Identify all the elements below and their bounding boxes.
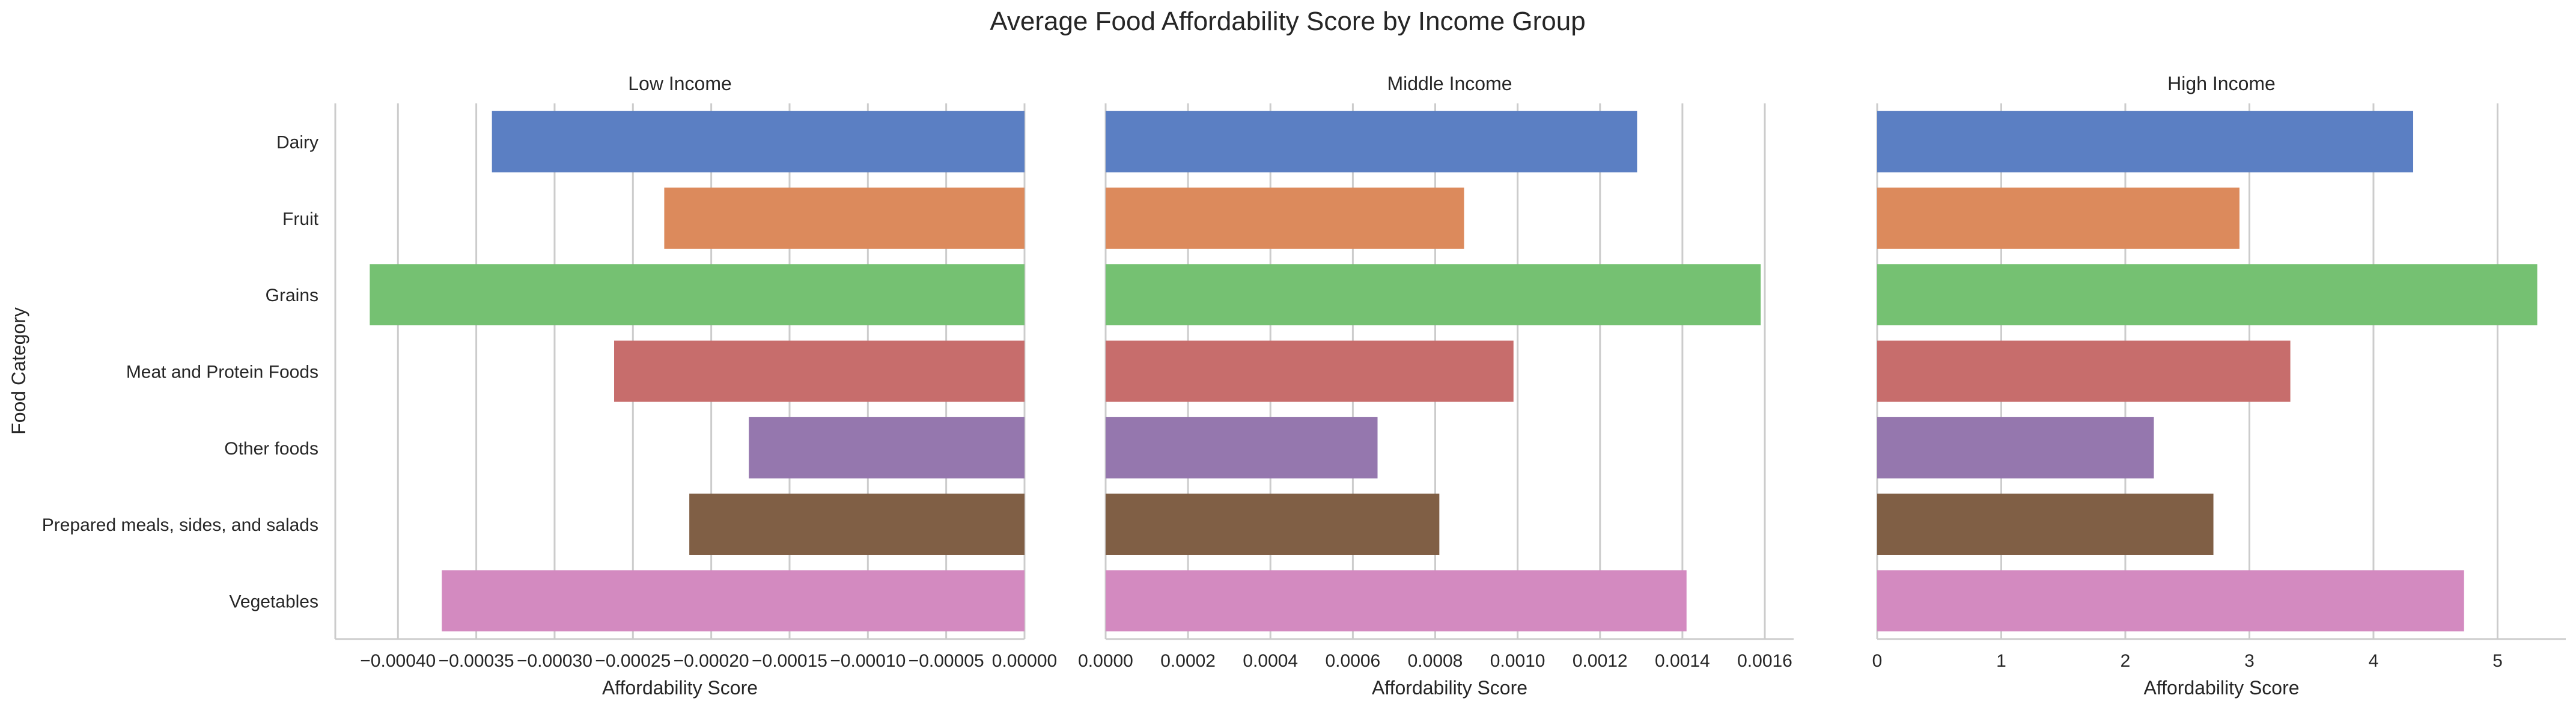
x-tick-label-middle-income-2: 0.0004 (1243, 651, 1298, 671)
x-tick-label-middle-income-8: 0.0016 (1737, 651, 1792, 671)
bar-middle-income-grains (1106, 264, 1761, 326)
bar-high-income-grains (1877, 264, 2538, 326)
bar-high-income-dairy (1877, 111, 2414, 173)
x-axis-label-middle-income: Affordability Score (1372, 677, 1527, 699)
y-tick-label-vegetables: Vegetables (230, 592, 318, 611)
bar-low-income-vegetables (442, 570, 1025, 632)
bar-middle-income-prepared-meals-sides-and-salads (1106, 494, 1440, 555)
x-tick-label-low-income-4: −0.00020 (674, 651, 749, 671)
bar-high-income-fruit (1877, 188, 2240, 249)
x-tick-label-middle-income-5: 0.0010 (1490, 651, 1545, 671)
x-tick-label-high-income-3: 3 (2244, 651, 2255, 671)
x-tick-label-low-income-0: −0.00040 (360, 651, 436, 671)
panel-middle-income: 0.0000 0.0002 0.0004 0.0006 0.0008 0.0010 0.00… (1078, 73, 1794, 699)
y-tick-label-prepared-meals-sides-and-salads: Prepared meals, sides, and salads (42, 515, 318, 535)
bar-middle-income-other-foods (1106, 417, 1378, 479)
x-tick-label-high-income-2: 2 (2121, 651, 2131, 671)
x-tick-label-high-income-0: 0 (1872, 651, 1883, 671)
x-tick-label-low-income-7: −0.00005 (909, 651, 984, 671)
chart-title: Average Food Affordability Score by Inco… (990, 7, 1585, 36)
bar-high-income-meat-and-protein-foods (1877, 340, 2291, 402)
x-tick-label-low-income-1: −0.00035 (439, 651, 514, 671)
y-tick-label-meat-and-protein-foods: Meat and Protein Foods (126, 363, 318, 382)
x-tick-label-middle-income-6: 0.0012 (1573, 651, 1628, 671)
panel-low-income: −0.00040 −0.00035 −0.00030 −0.00025 −0.00020… (334, 73, 1057, 699)
x-tick-label-middle-income-7: 0.0014 (1655, 651, 1710, 671)
bar-high-income-vegetables (1877, 570, 2464, 632)
bar-low-income-dairy (492, 111, 1025, 173)
y-tick-label-other-foods: Other foods (224, 439, 318, 459)
x-tick-label-middle-income-4: 0.0008 (1408, 651, 1463, 671)
panel-high-income: 0 1 2 3 4 5 High Income Affordability Score (1872, 73, 2566, 699)
x-tick-label-low-income-5: −0.00015 (752, 651, 827, 671)
x-tick-label-middle-income-1: 0.0002 (1160, 651, 1216, 671)
x-tick-label-low-income-6: −0.00010 (830, 651, 906, 671)
x-tick-label-low-income-8: 0.00000 (992, 651, 1057, 671)
bar-middle-income-meat-and-protein-foods (1106, 340, 1514, 402)
panel-title-high-income: High Income (2167, 73, 2276, 94)
x-tick-label-high-income-5: 5 (2492, 651, 2503, 671)
panels-layer: −0.00040 −0.00035 −0.00030 −0.00025 −0.00020… (42, 73, 2566, 699)
y-tick-label-grains: Grains (266, 286, 318, 305)
y-tick-label-fruit: Fruit (282, 209, 319, 229)
panel-title-middle-income: Middle Income (1387, 73, 1512, 94)
bar-low-income-grains (370, 264, 1025, 326)
x-tick-label-middle-income-0: 0.0000 (1078, 651, 1133, 671)
x-axis-label-high-income: Affordability Score (2143, 677, 2299, 699)
bar-low-income-prepared-meals-sides-and-salads (689, 494, 1025, 555)
bar-middle-income-vegetables (1106, 570, 1687, 632)
x-tick-label-low-income-2: −0.00030 (517, 651, 592, 671)
x-axis-label-low-income: Affordability Score (602, 677, 758, 699)
bar-low-income-meat-and-protein-foods (614, 340, 1025, 402)
x-tick-label-high-income-4: 4 (2369, 651, 2379, 671)
panel-title-low-income: Low Income (628, 73, 732, 94)
bar-low-income-fruit (664, 188, 1025, 249)
x-tick-label-high-income-1: 1 (1996, 651, 2006, 671)
x-tick-label-middle-income-3: 0.0006 (1325, 651, 1380, 671)
bar-middle-income-dairy (1106, 111, 1637, 173)
y-axis-label: Food Category (8, 307, 29, 435)
bar-middle-income-fruit (1106, 188, 1464, 249)
y-tick-label-dairy: Dairy (276, 133, 318, 153)
x-tick-label-low-income-3: −0.00025 (595, 651, 671, 671)
bar-low-income-other-foods (749, 417, 1025, 479)
bar-high-income-prepared-meals-sides-and-salads (1877, 494, 2214, 555)
bar-high-income-other-foods (1877, 417, 2154, 479)
